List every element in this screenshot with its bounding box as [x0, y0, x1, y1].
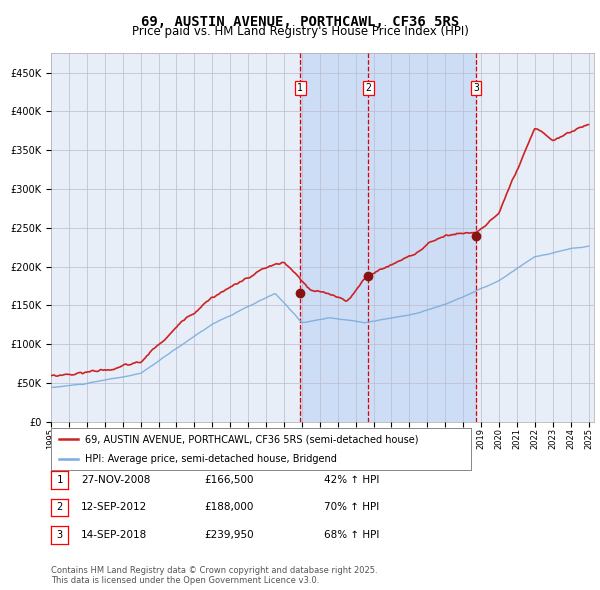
- Text: 69, AUSTIN AVENUE, PORTHCAWL, CF36 5RS (semi-detached house): 69, AUSTIN AVENUE, PORTHCAWL, CF36 5RS (…: [85, 434, 418, 444]
- Text: 2: 2: [365, 83, 371, 93]
- Text: 1: 1: [298, 83, 303, 93]
- Text: 2: 2: [56, 503, 62, 512]
- Text: Price paid vs. HM Land Registry's House Price Index (HPI): Price paid vs. HM Land Registry's House …: [131, 25, 469, 38]
- Text: 69, AUSTIN AVENUE, PORTHCAWL, CF36 5RS: 69, AUSTIN AVENUE, PORTHCAWL, CF36 5RS: [141, 15, 459, 29]
- Text: £239,950: £239,950: [204, 530, 254, 540]
- Text: 3: 3: [56, 530, 62, 540]
- Text: 42% ↑ HPI: 42% ↑ HPI: [324, 475, 379, 484]
- Text: 1: 1: [56, 475, 62, 484]
- Text: 14-SEP-2018: 14-SEP-2018: [81, 530, 147, 540]
- Text: £188,000: £188,000: [204, 503, 253, 512]
- Text: 3: 3: [473, 83, 479, 93]
- Bar: [300, 53, 476, 422]
- Text: Contains HM Land Registry data © Crown copyright and database right 2025.
This d: Contains HM Land Registry data © Crown c…: [51, 566, 377, 585]
- Text: 12-SEP-2012: 12-SEP-2012: [81, 503, 147, 512]
- Text: 68% ↑ HPI: 68% ↑ HPI: [324, 530, 379, 540]
- Text: £166,500: £166,500: [204, 475, 254, 484]
- Text: 70% ↑ HPI: 70% ↑ HPI: [324, 503, 379, 512]
- Text: HPI: Average price, semi-detached house, Bridgend: HPI: Average price, semi-detached house,…: [85, 454, 337, 464]
- Text: 27-NOV-2008: 27-NOV-2008: [81, 475, 151, 484]
